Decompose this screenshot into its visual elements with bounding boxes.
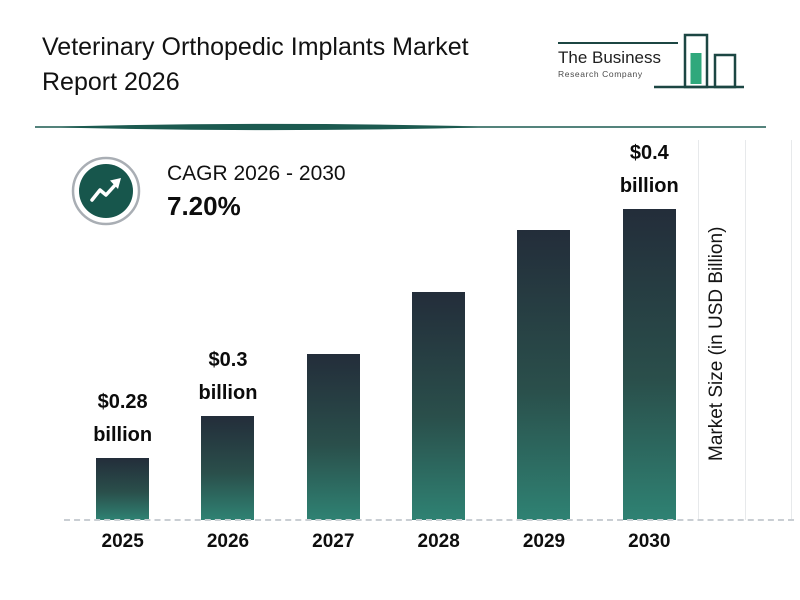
bar-value-label-2026: $0.3 billion <box>198 349 258 404</box>
bar-2027 <box>306 354 360 520</box>
bar-2025 <box>96 458 150 520</box>
logo-company-subname: Research Company <box>558 69 643 79</box>
bar-column-2029 <box>491 230 596 520</box>
bar-value-label-2030: $0.4 billion <box>619 142 679 197</box>
cagr-label: CAGR 2026 - 2030 <box>167 162 346 185</box>
x-axis-labels: 2025 2026 2027 2028 2029 2030 <box>70 531 702 553</box>
bar-column-2028 <box>386 292 491 520</box>
gridline-vertical <box>698 140 699 520</box>
cagr-trend-icon <box>71 156 141 226</box>
cagr-value: 7.20% <box>167 191 241 221</box>
bar-2028 <box>412 292 466 520</box>
x-axis-label-2029: 2029 <box>522 531 566 552</box>
logo-rule <box>558 42 678 44</box>
bar-chart: $0.28 billion $0.3 billion $0.4 billion <box>70 142 702 520</box>
page-title: Veterinary Orthopedic Implants Market Re… <box>42 33 469 96</box>
bar-2029 <box>517 230 571 520</box>
bar-column-2026: $0.3 billion <box>175 344 280 520</box>
bar-2026 <box>201 416 255 520</box>
cagr-block: CAGR 2026 - 2030 7.20% <box>70 153 430 233</box>
y-axis-title: Market Size (in USD Billion) <box>706 226 727 462</box>
logo-text: The Business Research Company <box>558 42 678 79</box>
logo-bars-icon <box>654 33 744 89</box>
gridline-vertical <box>745 140 746 520</box>
x-axis-label-2030: 2030 <box>628 531 671 552</box>
bar-column-2030: $0.4 billion <box>597 137 702 520</box>
bar-column-2025: $0.28 billion <box>70 386 175 520</box>
gridline-vertical <box>791 140 792 520</box>
divider-line <box>35 123 766 131</box>
x-axis-label-2027: 2027 <box>312 531 355 552</box>
x-axis-label-2025: 2025 <box>101 531 144 552</box>
bar-value-label-2025: $0.28 billion <box>93 391 153 446</box>
x-axis-label-2026: 2026 <box>206 531 250 552</box>
x-axis-label-2028: 2028 <box>417 531 460 552</box>
dashed-baseline <box>64 519 794 521</box>
company-logo: The Business Research Company <box>558 30 768 112</box>
bar-column-2027 <box>281 354 386 520</box>
logo-company-name: The Business <box>558 48 661 67</box>
bar-2030 <box>622 209 676 520</box>
